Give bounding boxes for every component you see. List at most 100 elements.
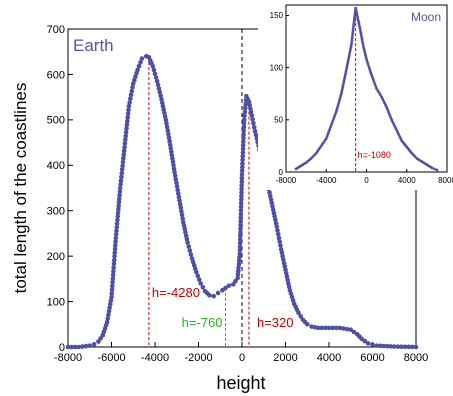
inset-data-point bbox=[410, 151, 414, 155]
main-data-point bbox=[239, 190, 244, 195]
inset-data-point bbox=[338, 98, 341, 102]
main-data-point bbox=[117, 185, 123, 191]
main-data-point bbox=[106, 312, 111, 318]
main-data-point bbox=[211, 293, 217, 299]
main-data-point bbox=[157, 89, 163, 95]
main-annotation-label: h=320 bbox=[257, 315, 294, 330]
main-data-point bbox=[111, 257, 117, 263]
main-data-point bbox=[122, 144, 127, 150]
main-data-point bbox=[240, 153, 246, 159]
main-data-point bbox=[109, 287, 115, 292]
main-y-tick-label: 0 bbox=[59, 342, 65, 354]
main-data-point bbox=[80, 344, 85, 349]
main-x-tick-label: -6000 bbox=[97, 352, 125, 364]
main-data-point bbox=[406, 344, 412, 350]
inset-data-point bbox=[362, 47, 366, 51]
main-data-point bbox=[111, 268, 116, 274]
main-data-point bbox=[195, 273, 201, 279]
inset-data-point bbox=[395, 128, 399, 132]
main-data-point bbox=[166, 135, 172, 141]
main-data-point bbox=[110, 279, 115, 285]
main-data-point bbox=[128, 92, 134, 98]
main-data-point bbox=[362, 338, 368, 344]
inset-data-point bbox=[341, 85, 345, 89]
inset-data-point bbox=[334, 112, 337, 116]
main-data-point bbox=[151, 67, 157, 73]
main-data-point bbox=[111, 261, 117, 267]
main-data-point bbox=[384, 343, 390, 349]
inset-data-point bbox=[383, 101, 387, 105]
inset-data-point bbox=[350, 43, 353, 47]
main-data-point bbox=[118, 178, 124, 183]
inset-data-point bbox=[362, 45, 365, 49]
main-data-point bbox=[239, 168, 245, 174]
main-data-point bbox=[122, 141, 128, 146]
main-data-point bbox=[176, 191, 181, 196]
main-x-tick-label: 6000 bbox=[360, 352, 384, 364]
inset-data-point bbox=[336, 103, 340, 107]
main-data-point bbox=[370, 342, 375, 347]
main-y-tick-label: 400 bbox=[47, 160, 65, 172]
main-data-point bbox=[254, 136, 260, 141]
inset-x-tick-label: -4000 bbox=[316, 176, 337, 185]
main-data-point bbox=[117, 192, 122, 198]
main-data-point bbox=[239, 193, 244, 199]
main-data-point bbox=[277, 239, 283, 245]
main-data-point bbox=[118, 181, 123, 187]
inset-data-point bbox=[374, 84, 378, 88]
main-data-point bbox=[166, 131, 171, 137]
inset-data-point bbox=[357, 22, 361, 26]
inset-data-point bbox=[344, 72, 347, 76]
main-data-point bbox=[113, 243, 118, 248]
main-data-point bbox=[116, 196, 122, 202]
inset-data-point bbox=[373, 82, 377, 86]
main-x-tick-label: -8000 bbox=[54, 352, 82, 364]
main-data-point bbox=[121, 152, 127, 157]
main-data-point bbox=[247, 102, 252, 108]
inset-x-tick-label: 4000 bbox=[398, 176, 416, 185]
inset-data-point bbox=[356, 15, 359, 19]
inset-x-tick-label: -8000 bbox=[276, 176, 297, 185]
main-y-tick-label: 500 bbox=[47, 115, 65, 127]
main-data-point bbox=[223, 285, 228, 291]
inset-data-point bbox=[351, 27, 355, 31]
main-data-point bbox=[121, 155, 126, 161]
main-data-point bbox=[83, 343, 89, 349]
inset-data-point bbox=[366, 62, 370, 66]
inset-data-point bbox=[352, 24, 355, 28]
inset-data-point bbox=[363, 51, 367, 55]
main-data-point bbox=[109, 294, 114, 300]
inset-data-point bbox=[365, 60, 369, 63]
inset-data-point bbox=[353, 15, 356, 19]
main-data-point bbox=[391, 344, 397, 349]
main-data-point bbox=[107, 305, 112, 311]
main-data-point bbox=[239, 175, 245, 181]
inset-data-point bbox=[412, 153, 415, 157]
inset-data-point bbox=[430, 166, 434, 170]
main-data-point bbox=[113, 235, 119, 241]
main-data-point bbox=[138, 60, 143, 65]
inset-data-point bbox=[370, 73, 373, 77]
main-data-point bbox=[251, 120, 256, 126]
main-data-point bbox=[226, 283, 232, 288]
inset-data-point bbox=[361, 43, 365, 46]
main-series-legend-label: Earth bbox=[73, 36, 114, 55]
main-data-point bbox=[243, 101, 248, 107]
main-data-point bbox=[319, 325, 325, 331]
main-data-point bbox=[344, 326, 350, 332]
main-data-point bbox=[177, 198, 182, 203]
inset-data-point bbox=[370, 75, 374, 79]
main-data-point bbox=[348, 327, 354, 333]
main-data-point bbox=[172, 173, 178, 178]
main-data-point bbox=[104, 319, 110, 325]
main-data-point bbox=[121, 148, 127, 154]
inset-data-point bbox=[380, 95, 383, 99]
main-data-point bbox=[326, 325, 332, 331]
main-x-tick-label: 2000 bbox=[273, 352, 297, 364]
inset-chart: -8000 -4000 0 4000 8000 0 50 100 150 h=-1080 Moo… bbox=[258, 2, 453, 190]
inset-data-point bbox=[348, 52, 351, 56]
inset-data-point bbox=[394, 126, 398, 130]
main-data-point bbox=[179, 209, 184, 214]
main-data-point bbox=[248, 106, 253, 111]
main-data-point bbox=[238, 211, 244, 217]
